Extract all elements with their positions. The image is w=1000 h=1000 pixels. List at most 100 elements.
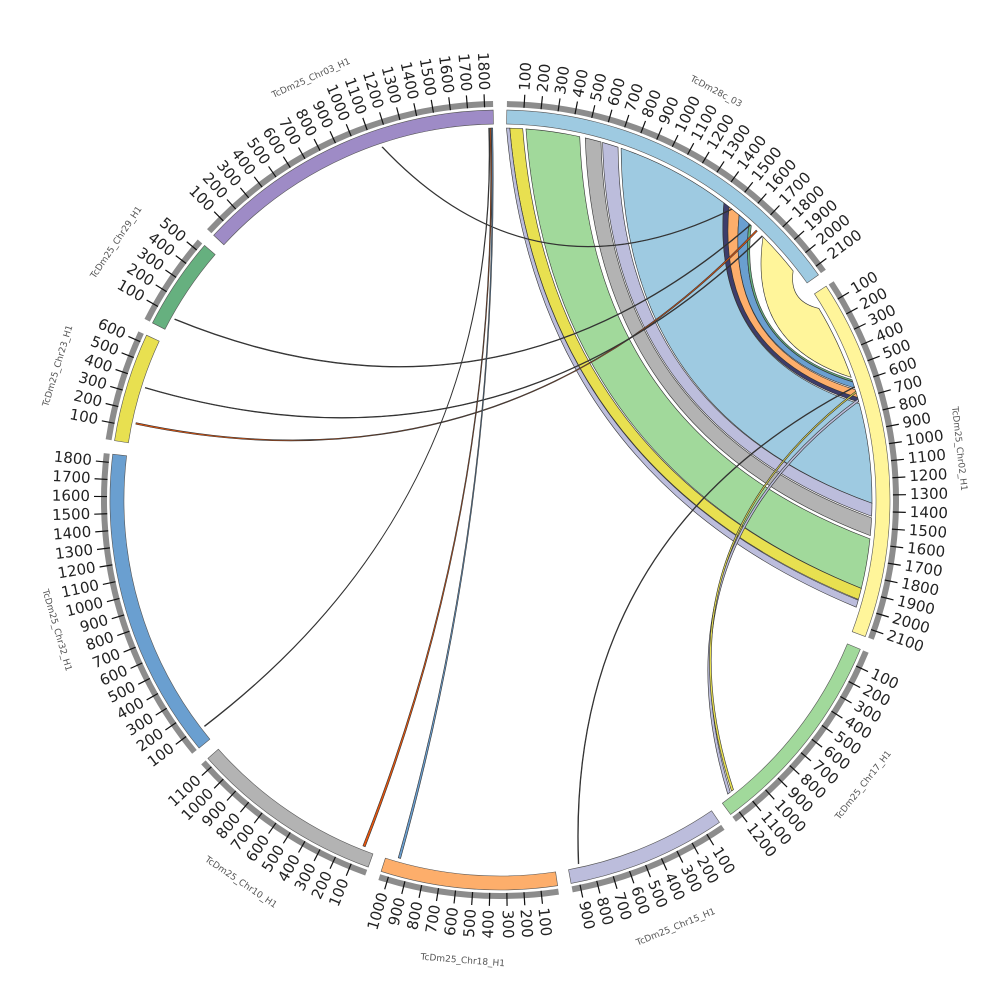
tick-mark — [855, 665, 869, 673]
chromosome-arc — [814, 285, 891, 637]
tick-mark — [744, 181, 754, 193]
tick-mark — [888, 441, 902, 445]
tick-mark — [298, 840, 306, 853]
link-ribbon — [577, 386, 855, 865]
tick-label: 400 — [479, 910, 498, 939]
tick-mark — [660, 858, 668, 871]
chromosome-arc — [380, 857, 558, 891]
link-ribbon — [602, 142, 873, 517]
tick-mark — [757, 193, 767, 204]
tick-label: 400 — [569, 68, 592, 100]
chromosome-name: TcDm25_Chr18_H1 — [419, 953, 505, 970]
tick-label: 1700 — [903, 557, 944, 581]
tick-band — [101, 453, 197, 754]
tick-mark — [105, 402, 119, 408]
link-ribbon — [381, 146, 733, 248]
tick-mark — [165, 269, 177, 278]
tick-mark — [329, 856, 337, 869]
tick-mark — [94, 478, 108, 481]
link-ribbon — [144, 235, 763, 419]
tick-label: 1100 — [907, 446, 947, 468]
tick-mark — [106, 597, 120, 603]
tick-mark — [99, 564, 113, 568]
tick-mark — [146, 693, 159, 701]
tick-mark — [117, 630, 130, 637]
tick-mark — [656, 127, 663, 140]
tick-mark — [671, 134, 679, 148]
tick-label: 500 — [460, 908, 480, 938]
tick-label: 1400 — [910, 503, 949, 522]
tick-mark — [155, 707, 168, 716]
tick-label: 1600 — [52, 487, 90, 505]
tick-mark — [239, 801, 250, 813]
tick-mark — [752, 800, 762, 812]
tick-mark — [777, 777, 788, 788]
tick-mark — [789, 765, 800, 775]
tick-mark — [430, 99, 435, 113]
tick-mark — [860, 339, 874, 346]
tick-mark — [840, 695, 852, 704]
tick-label: 1600 — [435, 54, 458, 94]
link-ribbon — [506, 127, 859, 608]
tick-band — [105, 331, 144, 441]
tick-label: 1500 — [52, 505, 91, 524]
tick-mark — [101, 420, 115, 424]
tick-mark — [384, 876, 389, 890]
tick-mark — [123, 646, 136, 653]
tick-mark — [96, 547, 111, 551]
tick-mark — [418, 884, 423, 898]
tick-mark — [845, 307, 858, 315]
tick-mark — [884, 579, 898, 584]
tick-mark — [612, 876, 618, 889]
tick-mark — [800, 752, 812, 762]
tick-mark — [645, 864, 652, 878]
tick-mark — [867, 355, 880, 362]
tick-mark — [574, 101, 579, 115]
tick-mark — [213, 778, 224, 789]
tick-mark — [821, 724, 833, 734]
tick-mark — [815, 258, 827, 267]
tick-label: 1200 — [909, 465, 948, 485]
chromosome-arc — [109, 453, 211, 749]
tick-mark — [282, 156, 291, 168]
link-ribbon — [174, 224, 752, 368]
tick-mark — [629, 870, 635, 884]
tick-label: 900 — [575, 899, 598, 931]
tick-mark — [730, 171, 740, 183]
tick-mark — [146, 299, 159, 307]
tick-mark — [95, 530, 109, 533]
tick-label: 100 — [516, 62, 536, 92]
tick-mark — [110, 385, 123, 391]
tick-label: 1500 — [908, 521, 947, 542]
link-ribbon — [362, 127, 492, 848]
tick-mark — [226, 199, 237, 210]
link-ribbon — [509, 127, 862, 600]
tick-label: 1000 — [904, 426, 944, 449]
tick-mark — [413, 103, 418, 117]
tick-mark — [853, 323, 866, 330]
chromosome-arc — [568, 810, 720, 884]
tick-mark — [453, 890, 457, 904]
link-ribbon — [203, 127, 491, 727]
link-ribbon — [397, 127, 494, 859]
tick-label: 1300 — [910, 485, 948, 503]
tick-label: 600 — [441, 906, 462, 936]
chromosome-arc — [114, 334, 160, 444]
tick-mark — [253, 176, 263, 188]
tick-mark — [128, 335, 141, 343]
tick-label: 1700 — [454, 53, 475, 93]
chromosome-arc — [152, 244, 216, 330]
tick-label: 300 — [551, 65, 573, 96]
tick-mark — [591, 105, 596, 118]
tick-label: 100 — [68, 405, 100, 428]
tick-mark — [239, 187, 250, 199]
tick-mark — [878, 389, 891, 394]
tick-mark — [686, 142, 695, 155]
tick-mark — [435, 888, 440, 902]
tick-mark — [716, 161, 725, 173]
tick-mark — [870, 629, 884, 635]
chromosome-arc — [213, 109, 494, 246]
tick-label: 1800 — [474, 52, 493, 91]
tick-mark — [213, 211, 224, 222]
tick-label: 1800 — [53, 448, 93, 470]
